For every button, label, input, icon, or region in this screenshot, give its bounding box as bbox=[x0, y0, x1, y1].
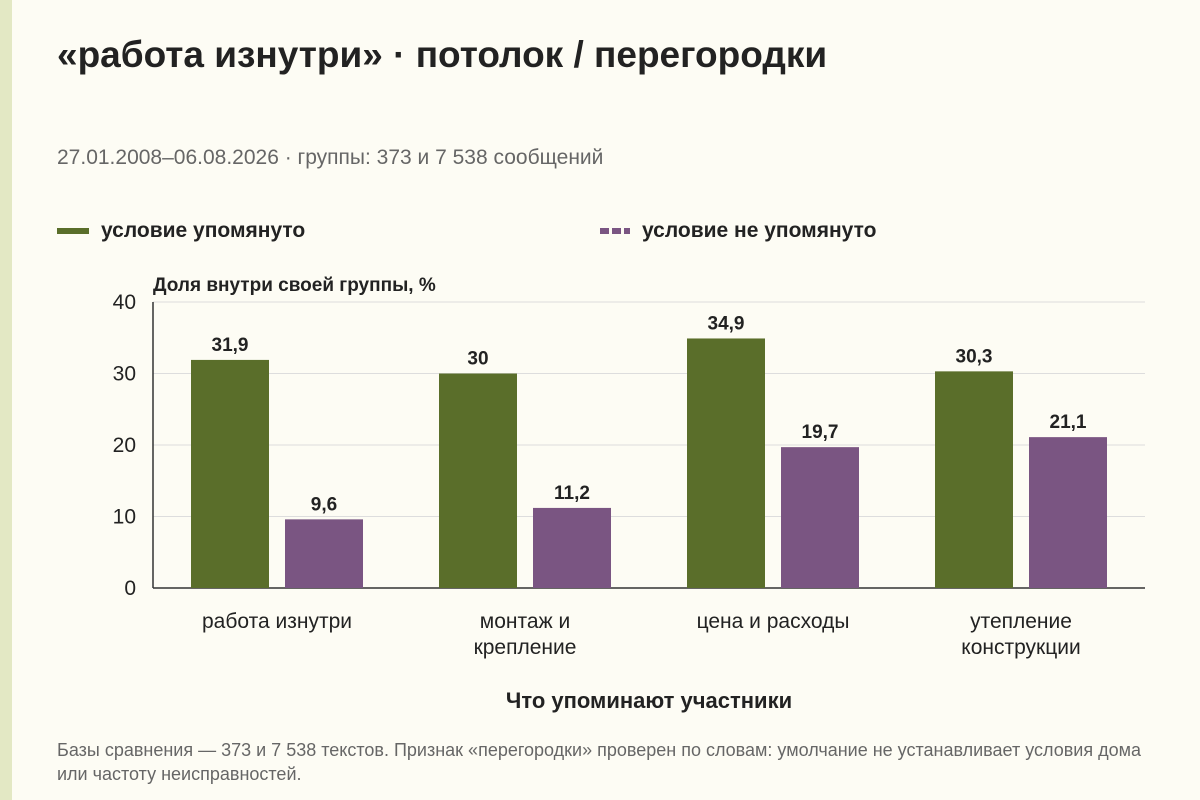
y-axis-label: Доля внутри своей группы, % bbox=[153, 275, 436, 296]
legend-label-mentioned: условие упомянуто bbox=[101, 219, 306, 242]
legend-swatch-mentioned bbox=[57, 228, 89, 234]
x-tick-label: утепление конструкции bbox=[961, 610, 1080, 659]
bar-mentioned bbox=[687, 338, 765, 588]
legend-item-mentioned: условие упомянуто bbox=[57, 219, 305, 243]
data-label: 19,7 bbox=[802, 422, 839, 443]
bar-not-mentioned bbox=[533, 507, 611, 588]
footnote: Базы сравнения — 373 и 7 538 текстов. Пр… bbox=[57, 740, 1141, 784]
y-tick-label: 20 bbox=[113, 434, 136, 457]
legend-swatch-not-mentioned bbox=[600, 228, 630, 234]
legend-label-not-mentioned: условие не упомянуто bbox=[642, 219, 877, 242]
chart-subtitle: 27.01.2008–06.08.2026 · группы: 373 и 7 … bbox=[57, 146, 604, 169]
x-axis-label: Что упоминают участники bbox=[506, 688, 792, 713]
side-stripe bbox=[0, 0, 12, 800]
bar-chart: 0 10 20 30 40 Доля внутри своей группы, % 31,9… bbox=[113, 275, 1145, 713]
x-tick-label: монтаж и крепление bbox=[474, 610, 577, 659]
x-tick-label: работа изнутри bbox=[202, 610, 352, 633]
legend-item-not-mentioned: условие не упомянуто bbox=[600, 219, 876, 243]
bar-mentioned bbox=[439, 373, 517, 588]
y-tick-label: 0 bbox=[124, 577, 136, 600]
data-label: 21,1 bbox=[1050, 412, 1087, 433]
chart-title: «работа изнутри» · потолок / перегородки bbox=[57, 34, 828, 75]
data-label: 31,9 bbox=[212, 335, 249, 356]
y-tick-label: 10 bbox=[113, 506, 136, 529]
data-label: 9,6 bbox=[311, 494, 337, 515]
data-label: 30 bbox=[467, 349, 488, 370]
data-label: 34,9 bbox=[708, 313, 745, 334]
x-tick-label: цена и расходы bbox=[697, 610, 850, 633]
data-label: 11,2 bbox=[554, 483, 590, 504]
y-tick-label: 40 bbox=[113, 291, 136, 314]
bar-not-mentioned bbox=[285, 519, 363, 588]
data-label: 30,3 bbox=[956, 346, 993, 367]
bar-not-mentioned bbox=[1029, 437, 1107, 588]
bar-not-mentioned bbox=[781, 447, 859, 588]
bar-mentioned bbox=[935, 371, 1013, 588]
bar-mentioned bbox=[191, 359, 269, 588]
y-tick-label: 30 bbox=[113, 363, 136, 386]
